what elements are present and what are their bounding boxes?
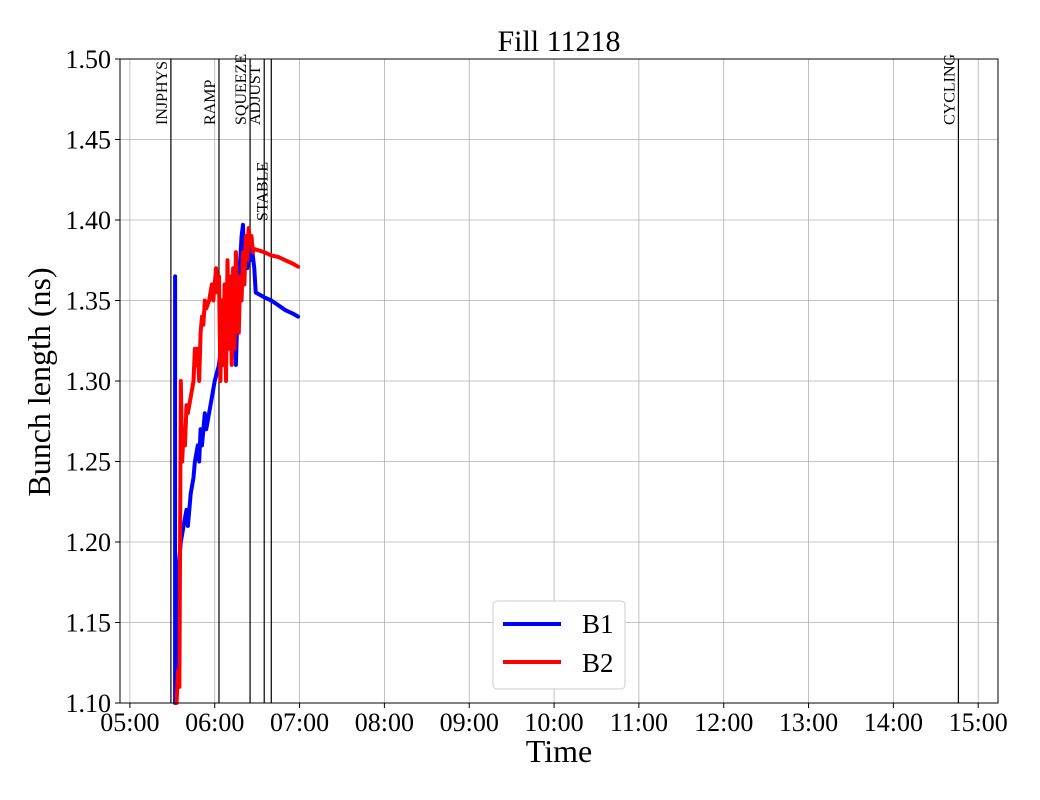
x-tick-label: 11:00: [610, 708, 668, 737]
legend-label-b1: B1: [582, 609, 614, 639]
mode-label-adjust: ADJUST: [247, 65, 264, 125]
y-tick-label: 1.25: [66, 448, 112, 477]
y-tick-label: 1.10: [66, 689, 112, 718]
mode-label-cycling: CYCLING: [941, 53, 958, 125]
x-tick-label: 12:00: [694, 708, 753, 737]
x-tick-label: 15:00: [949, 708, 1008, 737]
y-axis-label: Bunch length (ns): [21, 267, 57, 496]
y-axis-ticks: 1.10 1.15 1.20 1.25 1.30 1.35 1.40 1.45 1.50: [66, 45, 120, 718]
x-tick-label: 06:00: [185, 708, 244, 737]
y-tick-label: 1.40: [66, 206, 112, 235]
x-tick-label: 07:00: [270, 708, 329, 737]
y-tick-label: 1.30: [66, 367, 112, 396]
y-tick-label: 1.20: [66, 528, 112, 557]
x-axis-label: Time: [526, 733, 592, 769]
x-tick-label: 08:00: [355, 708, 414, 737]
x-axis-ticks: 05:00 06:00 07:00 08:00 09:00 10:00 11:00 12:00…: [100, 703, 1008, 737]
y-tick-label: 1.35: [66, 287, 112, 316]
chart-title: Fill 11218: [497, 25, 620, 58]
x-tick-label: 05:00: [100, 708, 159, 737]
y-tick-label: 1.15: [66, 609, 112, 638]
legend: B1 B2: [492, 600, 626, 690]
series-line-b2: [174, 226, 301, 705]
mode-label-injphys: INJPHYS: [154, 61, 171, 125]
y-tick-label: 1.50: [66, 45, 112, 74]
mode-label-stable: STABLE: [254, 162, 271, 221]
mode-label-ramp: RAMP: [202, 80, 219, 125]
x-tick-label: 13:00: [779, 708, 838, 737]
legend-label-b2: B2: [582, 648, 614, 678]
x-tick-label: 10:00: [524, 708, 583, 737]
x-tick-label: 14:00: [864, 708, 923, 737]
y-tick-label: 1.45: [66, 126, 112, 155]
mode-label-squeeze: SQUEEZE: [233, 54, 250, 125]
plot-series: [173, 222, 301, 705]
x-tick-label: 09:00: [440, 708, 499, 737]
